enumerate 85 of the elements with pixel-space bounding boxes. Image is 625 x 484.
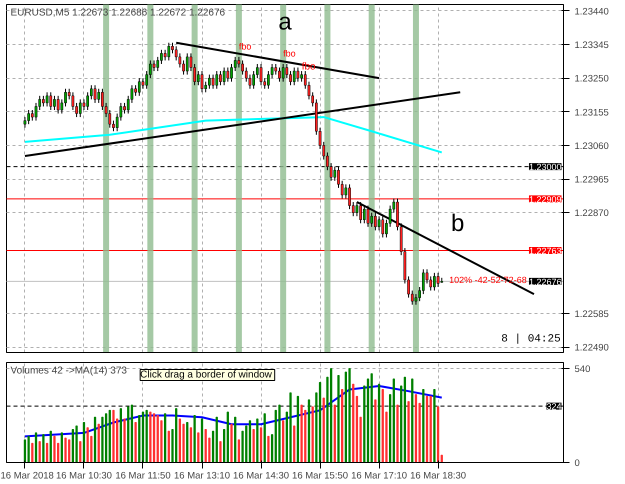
line-series (24, 384, 443, 438)
annotation: fbo (283, 48, 296, 58)
x-tick-label: 16 Mar 13:10 (174, 470, 230, 482)
candlestick (160, 49, 163, 64)
y-tick-label: 1.23440 (574, 6, 609, 18)
candlestick (108, 109, 112, 128)
candlestick (433, 272, 436, 292)
ref-line-label: 1.22676 (528, 276, 562, 287)
candlestick (167, 42, 170, 61)
candlestick (82, 98, 86, 110)
candlestick (200, 70, 204, 93)
x-tick-label: 16 Mar 10:30 (56, 470, 112, 482)
candlestick (300, 70, 303, 82)
candlestick (422, 268, 425, 295)
candlestick (53, 95, 56, 110)
chart-title: Volumes 42 ->MA(14) 373 (10, 366, 128, 376)
x-tick-label: 16 Mar 17:10 (351, 470, 408, 482)
candlestick (222, 67, 226, 86)
annotation: b (450, 210, 464, 238)
candlestick (30, 109, 34, 122)
ref-line-label: 324 (546, 402, 562, 412)
candlestick (436, 272, 440, 288)
candlestick (186, 52, 189, 76)
y-tick-label: 1.22870 (574, 208, 609, 220)
candlestick (241, 60, 244, 76)
candlestick (156, 56, 160, 72)
x-tick-label: 16 Mar 2018 (0, 470, 54, 482)
y-tick-label: 1.23345 (574, 40, 609, 52)
candlestick (292, 67, 296, 86)
annotation: Click drag a border of window (140, 370, 273, 380)
candlestick (215, 70, 218, 90)
candlestick (78, 98, 82, 118)
candlestick (429, 276, 432, 292)
candlestick (219, 70, 222, 86)
y-tick-label: 1.23250 (574, 74, 609, 85)
candlestick (274, 63, 278, 76)
annotation: fbo (238, 41, 252, 52)
y-tick-label: 1.22585 (574, 309, 609, 320)
y-tick-label: 1.23060 (574, 140, 609, 152)
candlestick (374, 212, 377, 231)
x-tick-label: 16 Mar 14:30 (233, 470, 290, 482)
candlestick (196, 70, 200, 86)
ref-line-label: 1.22763 (528, 246, 562, 256)
candlestick (86, 92, 90, 110)
candlestick (226, 67, 230, 82)
candlestick (97, 88, 100, 104)
candlestick (244, 67, 248, 82)
y-tick-label: 1.22490 (574, 342, 609, 354)
candlestick (366, 205, 370, 228)
candlestick (381, 216, 384, 238)
candlestick (212, 74, 214, 90)
candlestick (142, 78, 144, 90)
candlestick (134, 84, 137, 96)
ref-line-label: 1.23000 (528, 162, 562, 172)
chart-title: EURUSD,M5 1.22673 1.22686 1.22672 1.22676 (10, 8, 226, 18)
candlestick (138, 78, 141, 96)
candlestick (56, 95, 60, 114)
x-tick-label: 16 Mar 18:30 (410, 470, 466, 482)
candlestick (46, 92, 48, 107)
y-tick-label: 1.22965 (574, 174, 609, 186)
candlestick (370, 212, 374, 228)
candlestick (164, 49, 166, 61)
candlestick (260, 63, 262, 86)
candlestick (378, 216, 380, 231)
candlestick (123, 102, 126, 114)
candlestick (278, 67, 281, 82)
candlestick (252, 70, 255, 90)
candlestick (27, 109, 30, 125)
x-tick-label: 16 Mar 11:50 (115, 470, 171, 482)
x-tick-label: 16 Mar 15:50 (292, 470, 348, 482)
y-tick-label: 540 (574, 364, 590, 376)
y-tick-label: 0 (574, 458, 580, 469)
candlestick (94, 84, 96, 104)
annotation: a (278, 8, 292, 36)
candlestick (362, 205, 366, 224)
candlestick (42, 95, 45, 107)
y-tick-label: 1.23155 (574, 107, 609, 118)
candlestick (49, 92, 52, 110)
candlestick (174, 46, 178, 61)
ref-line-label: 1.22909 (528, 194, 562, 204)
line-series (24, 116, 443, 154)
candlestick (208, 74, 211, 90)
annotation: 8 | 04:25 (501, 334, 561, 346)
candlestick (296, 67, 300, 82)
candlestick (152, 60, 156, 72)
